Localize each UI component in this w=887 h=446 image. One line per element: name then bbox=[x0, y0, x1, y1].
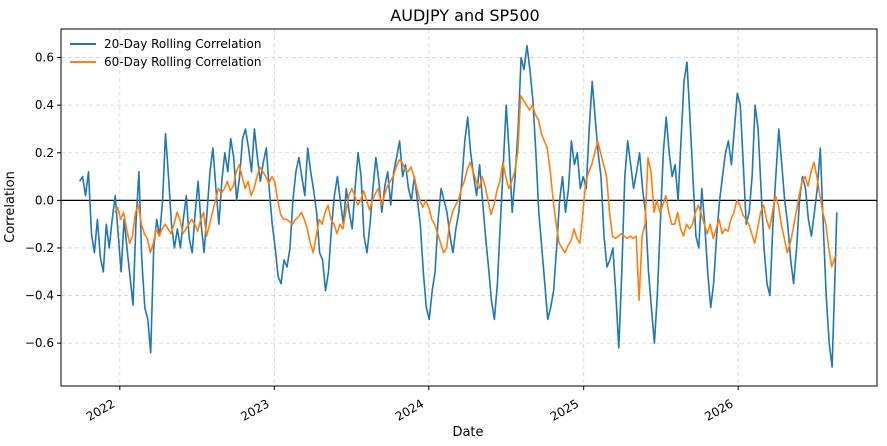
y-tick-label: −0.6 bbox=[25, 336, 54, 350]
y-tick-label: 0.2 bbox=[35, 146, 54, 160]
plot-frame bbox=[60, 28, 878, 387]
chart-title: AUDJPY and SP500 bbox=[390, 6, 539, 25]
series-layer bbox=[78, 44, 838, 368]
series-line-20-day bbox=[78, 44, 838, 368]
y-tick-label: 0.6 bbox=[35, 51, 54, 65]
y-axis-title: Correlation bbox=[3, 171, 18, 243]
y-tick-label: 0.0 bbox=[35, 193, 54, 207]
series-line-60-day bbox=[114, 94, 838, 302]
y-tick-label: 0.4 bbox=[35, 98, 54, 112]
y-tick-label: −0.2 bbox=[25, 241, 54, 255]
y-tick-label: −0.4 bbox=[25, 289, 54, 303]
legend: 20-Day Rolling Correlation 60-Day Rollin… bbox=[70, 37, 261, 69]
legend-label-20-day: 20-Day Rolling Correlation bbox=[104, 37, 261, 51]
legend-label-60-day: 60-Day Rolling Correlation bbox=[104, 55, 261, 69]
x-axis-title: Date bbox=[452, 425, 483, 440]
